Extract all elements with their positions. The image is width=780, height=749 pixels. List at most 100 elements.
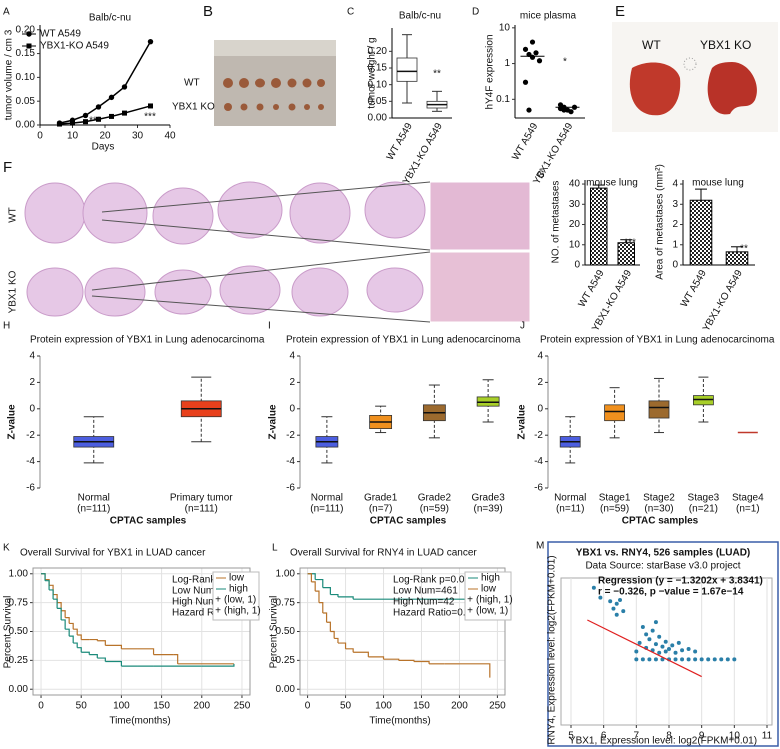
survival-step — [345, 648, 354, 653]
chart-title: Protein expression of YBX1 in Lung adeno… — [286, 335, 521, 346]
annotation: ** — [433, 69, 441, 80]
y-tick-label: 20 — [569, 219, 581, 230]
point — [147, 38, 154, 45]
annotation: *** — [144, 112, 156, 123]
survival-step — [307, 573, 312, 582]
y-tick-label: 30 — [569, 199, 581, 210]
x-tick-label: 8 — [666, 731, 672, 742]
survival-step — [97, 640, 106, 646]
y-tick-label: 0.1 — [496, 94, 510, 105]
photo-label: YBX1 KO — [8, 270, 19, 313]
chart-title: Overall Survival for RNY4 in LUAD cancer — [290, 548, 477, 559]
y-tick-label: 0.50 — [9, 626, 29, 637]
y-tick-label: 40 — [569, 179, 581, 190]
bar — [617, 242, 635, 266]
x-tick-label: Normal — [78, 493, 110, 504]
point — [706, 657, 711, 662]
chart-title: Overall Survival for YBX1 in LUAD cancer — [20, 548, 206, 559]
survival-step — [97, 657, 106, 662]
point — [614, 601, 619, 606]
point — [608, 599, 613, 604]
y-axis-label: Area of metastases (mm²) — [655, 164, 666, 280]
y-tick-label: -4 — [286, 456, 295, 467]
y-tick-label: 0.75 — [9, 597, 29, 608]
survival-step — [173, 653, 179, 664]
box — [396, 57, 418, 82]
point — [719, 657, 724, 662]
x-tick-label: 50 — [76, 701, 88, 712]
point — [526, 51, 532, 58]
legend-label: (low, 1) — [476, 606, 508, 617]
box — [648, 400, 670, 419]
y-tick-label: 0.25 — [276, 655, 296, 666]
survival-step — [65, 617, 70, 624]
survival-step — [337, 642, 347, 649]
y-tick-label: 0.15 — [368, 63, 388, 74]
survival-step — [41, 573, 46, 581]
y-tick-label: 0.25 — [9, 655, 29, 666]
point — [108, 94, 115, 101]
legend-label: WT A549 — [40, 29, 81, 40]
point — [598, 595, 603, 600]
stat-label: High Num=42 — [393, 597, 455, 608]
chart-title: Balb/c-nu — [89, 13, 131, 24]
legend-marker — [26, 43, 32, 49]
legend-marker: + — [467, 595, 473, 606]
survival-step — [334, 637, 339, 644]
x-tick-label: 9 — [699, 731, 705, 742]
survival-step — [353, 651, 369, 657]
y-tick-label: 0 — [574, 260, 580, 271]
survival-step — [57, 607, 62, 620]
annotation: *** — [624, 238, 636, 249]
point — [526, 107, 532, 113]
x-axis-label: Time(months) — [369, 716, 430, 727]
photo-label: YBX1 KO — [172, 102, 215, 113]
survival-step — [77, 647, 82, 653]
point — [640, 625, 645, 629]
y-axis-label: Z-value — [517, 404, 528, 439]
x-tick-label: 200 — [451, 701, 468, 712]
point — [568, 109, 574, 115]
y-tick-label: -6 — [286, 483, 295, 494]
point — [96, 116, 101, 122]
panel-letter: C — [347, 7, 354, 18]
x-axis-label: CPTAC samples — [370, 516, 447, 527]
point — [653, 657, 658, 662]
survival-step — [315, 590, 320, 603]
legend-marker: + — [467, 606, 473, 617]
point — [533, 50, 539, 56]
x-tick-label: 50 — [340, 701, 352, 712]
x-tick-label: 250 — [489, 701, 506, 712]
point — [647, 657, 652, 662]
point — [618, 598, 622, 603]
x-tick-note: (n=59) — [600, 504, 629, 515]
y-tick-label: 2 — [289, 377, 295, 388]
point — [670, 643, 675, 648]
point — [680, 657, 685, 662]
x-tick-label: 30 — [132, 131, 144, 142]
point — [673, 657, 678, 662]
plot-frame — [32, 567, 251, 696]
y-axis-label: RNY4, Expression level: log2(FPKM+0.01) — [547, 555, 558, 744]
chart-title: mouse lung — [586, 178, 638, 189]
x-tick-label: 40 — [164, 131, 176, 142]
point — [70, 120, 75, 126]
y-axis-label: tumor volume / cm 3 — [4, 29, 15, 120]
series-line — [59, 41, 152, 124]
point — [667, 647, 671, 652]
survival-step — [89, 638, 98, 641]
survival-step — [413, 660, 430, 664]
point — [640, 657, 645, 662]
survival-step — [73, 628, 78, 635]
y-tick-label: 0.50 — [276, 626, 296, 637]
stat-label: High Num=251 — [172, 597, 239, 608]
photo-f — [24, 181, 531, 323]
y-tick-label: 1 — [672, 239, 678, 250]
x-tick-label: 6 — [601, 731, 607, 742]
annotation: * — [563, 57, 567, 68]
point — [673, 650, 678, 655]
panel-letter: L — [272, 543, 278, 554]
legend-marker: + — [215, 606, 221, 617]
point — [650, 628, 655, 633]
photo-e — [612, 22, 778, 132]
